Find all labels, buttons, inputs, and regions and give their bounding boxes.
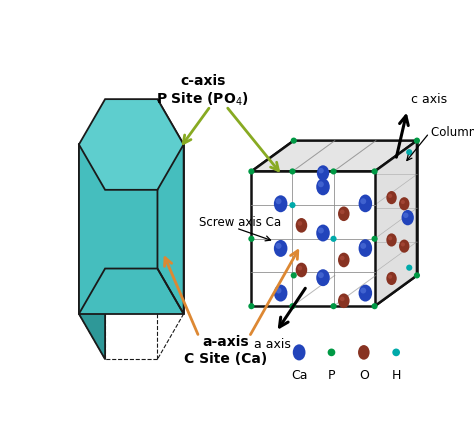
- Polygon shape: [157, 99, 183, 314]
- Circle shape: [372, 168, 378, 174]
- Ellipse shape: [388, 194, 392, 198]
- Circle shape: [248, 303, 255, 309]
- Ellipse shape: [316, 269, 330, 286]
- Text: Ca: Ca: [291, 369, 307, 382]
- Ellipse shape: [361, 242, 366, 247]
- Ellipse shape: [298, 266, 302, 270]
- Circle shape: [414, 138, 420, 144]
- Polygon shape: [79, 145, 183, 314]
- Ellipse shape: [386, 272, 397, 285]
- Ellipse shape: [293, 344, 305, 360]
- Text: Screw axis Ca: Screw axis Ca: [199, 216, 281, 229]
- Ellipse shape: [358, 345, 370, 360]
- Polygon shape: [294, 141, 417, 276]
- Circle shape: [328, 349, 335, 356]
- Text: c axis: c axis: [411, 93, 447, 106]
- Ellipse shape: [317, 165, 329, 181]
- Circle shape: [291, 138, 297, 144]
- Ellipse shape: [338, 253, 349, 267]
- Ellipse shape: [359, 239, 372, 255]
- Circle shape: [291, 272, 297, 279]
- Ellipse shape: [275, 243, 282, 249]
- Ellipse shape: [358, 240, 372, 257]
- Ellipse shape: [401, 210, 414, 225]
- Ellipse shape: [359, 194, 372, 210]
- Ellipse shape: [401, 200, 405, 204]
- Text: Columnar Ca: Columnar Ca: [431, 126, 474, 139]
- Ellipse shape: [316, 224, 330, 241]
- Circle shape: [330, 168, 337, 174]
- Circle shape: [406, 265, 412, 271]
- Circle shape: [414, 272, 420, 279]
- Text: a axis: a axis: [254, 339, 291, 352]
- Circle shape: [290, 202, 296, 208]
- Ellipse shape: [399, 240, 410, 253]
- Ellipse shape: [403, 213, 409, 218]
- Circle shape: [330, 236, 337, 242]
- Ellipse shape: [401, 242, 405, 247]
- Ellipse shape: [388, 236, 392, 240]
- Polygon shape: [251, 141, 417, 171]
- Ellipse shape: [340, 296, 345, 301]
- Circle shape: [290, 303, 296, 309]
- Ellipse shape: [318, 181, 324, 187]
- Ellipse shape: [338, 293, 349, 308]
- Ellipse shape: [318, 272, 324, 278]
- Ellipse shape: [298, 221, 302, 226]
- Ellipse shape: [274, 240, 287, 257]
- Circle shape: [290, 168, 296, 174]
- Ellipse shape: [338, 207, 349, 221]
- Circle shape: [372, 236, 378, 242]
- Text: P: P: [328, 369, 335, 382]
- Ellipse shape: [274, 285, 287, 302]
- Ellipse shape: [388, 275, 392, 279]
- Polygon shape: [251, 171, 374, 306]
- Ellipse shape: [360, 198, 366, 204]
- Ellipse shape: [296, 218, 307, 233]
- Ellipse shape: [319, 168, 324, 173]
- Ellipse shape: [361, 197, 366, 203]
- Text: O: O: [359, 369, 369, 382]
- Polygon shape: [79, 145, 105, 359]
- Ellipse shape: [274, 195, 287, 212]
- Circle shape: [372, 303, 378, 309]
- Ellipse shape: [386, 233, 397, 247]
- Circle shape: [406, 149, 412, 155]
- Ellipse shape: [316, 178, 330, 195]
- Circle shape: [330, 303, 337, 309]
- Ellipse shape: [296, 263, 307, 277]
- Circle shape: [392, 349, 400, 356]
- Ellipse shape: [340, 256, 345, 260]
- Text: H: H: [392, 369, 401, 382]
- Polygon shape: [79, 99, 183, 190]
- Ellipse shape: [358, 195, 372, 212]
- Ellipse shape: [360, 288, 366, 293]
- Ellipse shape: [340, 210, 345, 214]
- Text: a-axis
C Site (Ca): a-axis C Site (Ca): [184, 335, 268, 365]
- Text: c-axis
P Site (PO$_4$): c-axis P Site (PO$_4$): [156, 74, 249, 108]
- Circle shape: [248, 168, 255, 174]
- Ellipse shape: [399, 197, 410, 210]
- Ellipse shape: [318, 227, 324, 233]
- Ellipse shape: [386, 191, 397, 204]
- Ellipse shape: [275, 288, 282, 293]
- Ellipse shape: [358, 285, 372, 302]
- Ellipse shape: [275, 198, 282, 204]
- Polygon shape: [374, 141, 417, 306]
- Ellipse shape: [360, 243, 366, 249]
- Circle shape: [248, 236, 255, 242]
